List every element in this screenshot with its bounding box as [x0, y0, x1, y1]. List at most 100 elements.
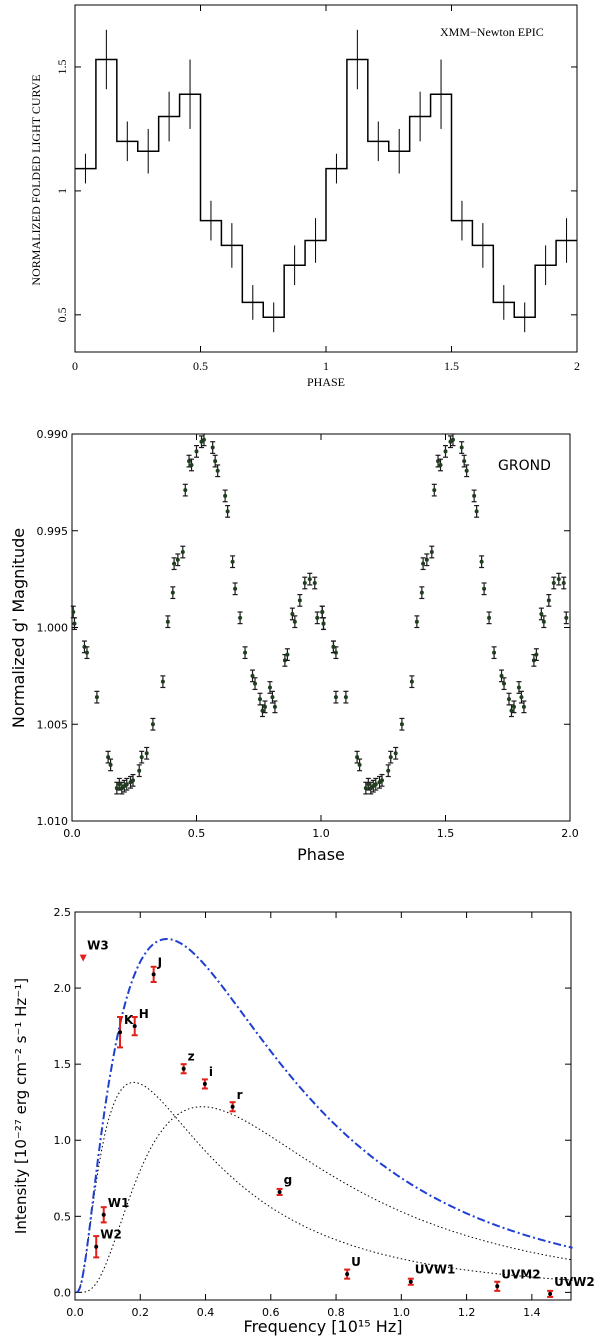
data-point [84, 650, 89, 655]
x-tick-label: 2 [574, 359, 580, 373]
data-point [450, 437, 455, 442]
data-point [139, 755, 144, 760]
data-point [150, 722, 155, 727]
data-point [443, 449, 448, 454]
data-point [495, 1284, 500, 1289]
data-point [502, 681, 507, 686]
data-point [108, 762, 113, 767]
plot-area [70, 433, 569, 795]
xmm-light-curve-chart: 0 0.5 1 1.5 2 0.511.5 XMM−Newton EPIC PHASE … [29, 4, 580, 389]
data-point [272, 704, 277, 709]
data-point [94, 695, 99, 700]
data-point [506, 697, 511, 702]
data-point [519, 695, 524, 700]
y-tick-label: 1.010 [37, 815, 69, 828]
data-point [181, 1066, 186, 1071]
y-tick-label: 0.5 [55, 307, 69, 322]
data-point [556, 577, 561, 582]
x-tick-label: 0.5 [188, 827, 206, 840]
point-label: UVM2 [501, 1267, 540, 1281]
data-point [373, 782, 378, 787]
data-point [223, 493, 228, 498]
plot-frame [74, 911, 572, 1301]
upper-limit-marker [79, 954, 87, 962]
data-point [131, 778, 136, 783]
point-label: W2 [100, 1228, 122, 1242]
data-point [260, 708, 265, 713]
data-point [187, 459, 192, 464]
data-point [516, 685, 521, 690]
y-tick-labels: 0.0 0.5 1.0 1.5 2.0 2.5 [54, 906, 72, 1299]
x-tick-label: 0.5 [193, 359, 208, 373]
data-point [114, 786, 119, 791]
data-point [253, 681, 258, 686]
x-tick-labels: 0.0 0.5 1.0 1.5 2.0 [63, 827, 579, 840]
data-point [564, 615, 569, 620]
point-label: g [284, 1173, 293, 1187]
x-tick-label: 1.2 [458, 1306, 476, 1319]
y-tick-labels: 0.5 1 1.5 [55, 59, 69, 322]
data-point [132, 1024, 137, 1029]
data-point [511, 704, 516, 709]
data-point [321, 621, 326, 626]
chart-annotation: GROND [498, 458, 551, 474]
y-tick-label: 2.5 [54, 906, 72, 919]
plot-frame [71, 433, 571, 822]
x-tick-label: 1.5 [444, 359, 459, 373]
x-axis-label: PHASE [307, 375, 345, 389]
y-tick-label: 0.995 [37, 525, 69, 538]
data-point [124, 782, 129, 787]
data-point [509, 708, 514, 713]
data-point [215, 468, 220, 473]
data-point [210, 445, 215, 450]
data-point [71, 610, 76, 615]
x-axis-label: Phase [297, 845, 345, 864]
data-point [499, 673, 504, 678]
data-point [175, 557, 180, 562]
y-tick-label: 1.5 [54, 1058, 72, 1071]
point-label: W1 [108, 1196, 130, 1210]
data-point [521, 704, 526, 709]
data-point [546, 598, 551, 603]
data-point [267, 685, 272, 690]
y-tick-label: 0.5 [54, 1210, 72, 1223]
data-point [393, 751, 398, 756]
x-tick-label: 0.8 [327, 1306, 345, 1319]
y-tick-label: 1.005 [37, 718, 69, 731]
data-point [202, 1081, 207, 1086]
data-point [243, 650, 248, 655]
data-point [561, 580, 566, 585]
data-point [424, 557, 429, 562]
y-axis-label: Intensity [10⁻²⁷ erg cm⁻² s⁻¹ Hz⁻¹] [12, 978, 30, 1234]
grond-magnitude-chart: 0.0 0.5 1.0 1.5 2.0 0.990 0.995 1.000 1.005 1.01… [9, 428, 579, 864]
point-label: H [139, 1007, 149, 1021]
y-tick-labels: 0.990 0.995 1.000 1.005 1.010 [37, 428, 69, 828]
data-point [213, 459, 218, 464]
data-point [357, 762, 362, 767]
data-point [464, 468, 469, 473]
data-point [297, 598, 302, 603]
data-point [257, 697, 262, 702]
x-tick-label: 0.6 [262, 1306, 280, 1319]
x-tick-label: 0.0 [63, 827, 81, 840]
data-point [292, 619, 297, 624]
data-point [160, 679, 165, 684]
model-curves [76, 938, 573, 1294]
data-point [366, 782, 371, 787]
data-point [233, 586, 238, 591]
data-point [290, 611, 295, 616]
point-label: UVW2 [554, 1275, 595, 1289]
data-point [548, 1291, 553, 1296]
y-axis-label: NORMALIZED FOLDED LIGHT CURVE [29, 74, 43, 285]
y-tick-label: 1.5 [55, 59, 69, 74]
model-component-2 [76, 1106, 573, 1293]
y-tick-label: 1 [55, 188, 69, 194]
data-point [432, 488, 437, 493]
x-tick-label: 0 [72, 359, 78, 373]
data-point [262, 704, 267, 709]
data-point [429, 550, 434, 555]
data-point [250, 673, 255, 678]
data-point [472, 493, 477, 498]
data-point [534, 652, 539, 657]
data-point [165, 619, 170, 624]
